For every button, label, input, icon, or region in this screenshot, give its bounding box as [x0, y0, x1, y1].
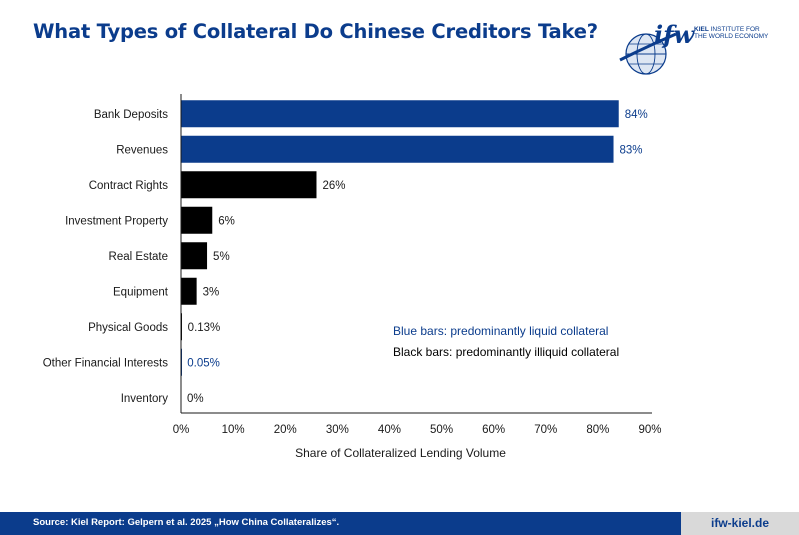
x-tick-label: 80% — [586, 424, 609, 436]
bar — [181, 171, 317, 199]
footer-url-link[interactable]: ifw-kiel.de — [681, 512, 799, 535]
globe-icon — [619, 32, 677, 75]
category-label: Inventory — [121, 393, 169, 405]
logo-line1: INSTITUTE FOR — [710, 26, 760, 33]
data-label: 5% — [213, 251, 230, 263]
bar-chart: Bank Deposits 84% Revenues 83% Contract Righ… — [43, 94, 662, 460]
x-tick-label: 60% — [482, 424, 505, 436]
bar — [181, 100, 619, 128]
legend-illiquid-note: Black bars: predominantly illiquid colla… — [393, 345, 620, 359]
data-label: 0.13% — [188, 322, 221, 334]
category-label: Bank Deposits — [94, 109, 168, 121]
data-label: 84% — [625, 109, 648, 121]
x-tick-label: 50% — [430, 424, 453, 436]
data-label: 0% — [187, 393, 204, 405]
bar — [181, 206, 213, 234]
x-tick-label: 20% — [274, 424, 297, 436]
x-axis-title: Share of Collateralized Lending Volume — [295, 446, 506, 460]
x-tick-label: 30% — [326, 424, 349, 436]
chart-title: What Types of Collateral Do Chinese Cred… — [33, 20, 598, 43]
x-tick-label: 0% — [173, 424, 190, 436]
footer-source: Source: Kiel Report: Gelpern et al. 2025… — [33, 517, 340, 528]
x-tick-label: 10% — [222, 424, 245, 436]
bar — [181, 242, 208, 270]
category-label: Physical Goods — [88, 322, 168, 334]
category-label: Other Financial Interests — [43, 357, 169, 369]
bar — [181, 277, 197, 305]
category-label: Contract Rights — [89, 180, 169, 192]
data-label: 83% — [620, 144, 643, 156]
logo-line1-bold: KIEL — [694, 26, 709, 33]
legend-liquid-note: Blue bars: predominantly liquid collater… — [393, 324, 609, 338]
category-label: Revenues — [116, 144, 168, 156]
data-label: 0.05% — [187, 357, 220, 369]
logo-line2: THE WORLD ECONOMY — [694, 33, 769, 40]
data-label: 6% — [218, 215, 235, 227]
category-label: Investment Property — [65, 215, 168, 227]
x-tick-label: 40% — [378, 424, 401, 436]
data-label: 3% — [203, 286, 220, 298]
category-label: Equipment — [113, 286, 169, 298]
x-tick-label: 70% — [534, 424, 557, 436]
logo-institute-name: KIEL INSTITUTE FOR THE WORLD ECONOMY — [694, 26, 768, 40]
bar — [181, 135, 614, 163]
category-label: Real Estate — [109, 251, 168, 263]
footer-bar: Source: Kiel Report: Gelpern et al. 2025… — [0, 512, 799, 535]
data-label: 26% — [322, 180, 345, 192]
logo-mark: ifw — [654, 20, 695, 49]
x-tick-label: 90% — [638, 424, 661, 436]
